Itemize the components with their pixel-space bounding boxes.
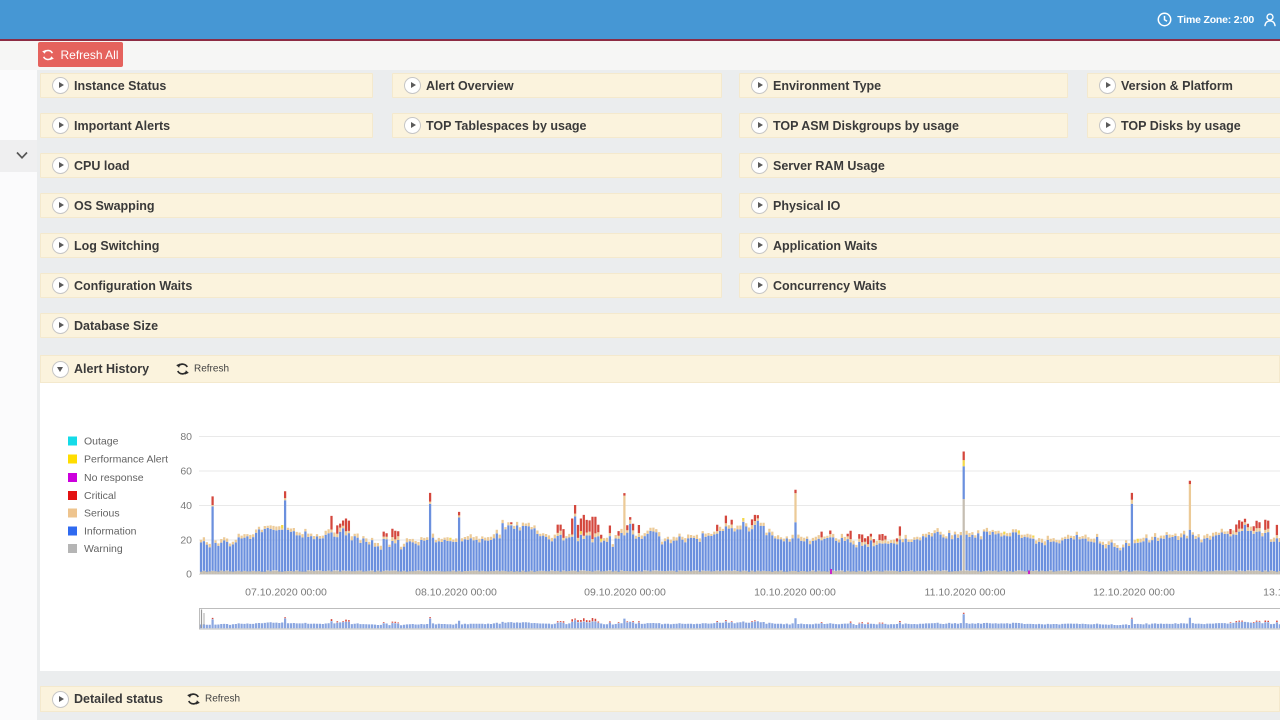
svg-text:12.10.2020 00:00: 12.10.2020 00:00 [1093, 587, 1175, 599]
svg-text:No response: No response [84, 472, 144, 484]
svg-text:40: 40 [180, 500, 192, 512]
svg-text:07.10.2020 00:00: 07.10.2020 00:00 [245, 587, 327, 599]
svg-text:10.10.2020 00:00: 10.10.2020 00:00 [754, 587, 836, 599]
svg-text:20: 20 [180, 535, 192, 547]
svg-text:Outage: Outage [84, 436, 119, 448]
svg-text:80: 80 [180, 431, 192, 443]
svg-text:60: 60 [180, 466, 192, 478]
svg-text:13.10.2020 00:00: 13.10.2020 00:00 [1263, 587, 1280, 599]
svg-text:08.10.2020 00:00: 08.10.2020 00:00 [415, 587, 497, 599]
svg-text:Performance Alert: Performance Alert [84, 454, 168, 466]
svg-text:Critical: Critical [84, 490, 116, 502]
svg-text:Information: Information [84, 526, 137, 538]
svg-text:Warning: Warning [84, 543, 123, 555]
svg-text:11.10.2020 00:00: 11.10.2020 00:00 [925, 587, 1006, 599]
svg-text:0: 0 [186, 569, 192, 581]
svg-text:Serious: Serious [84, 508, 120, 520]
svg-text:09.10.2020 00:00: 09.10.2020 00:00 [584, 587, 666, 599]
